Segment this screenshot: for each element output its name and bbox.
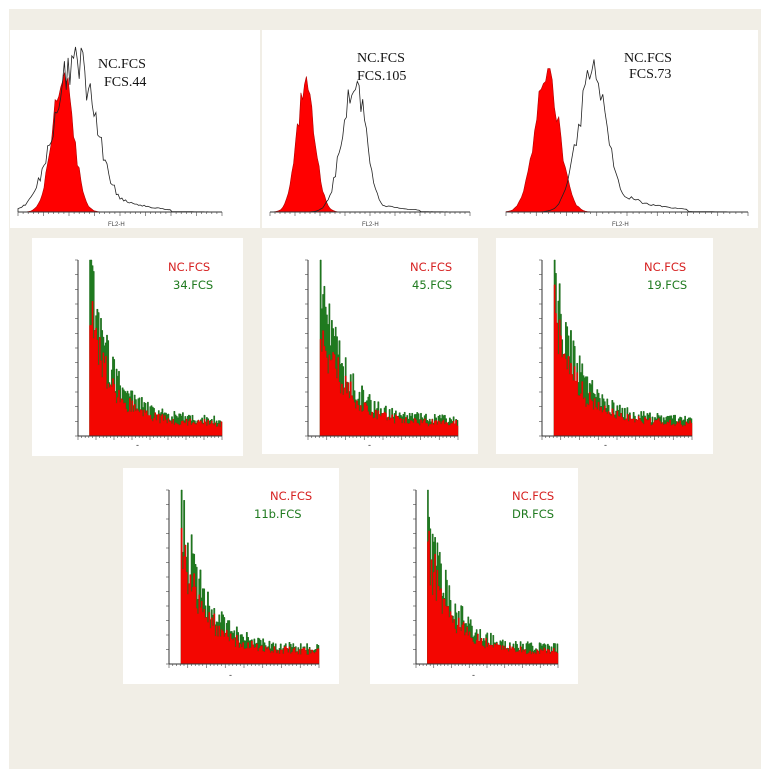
legend-control-label: NC.FCS [168, 260, 211, 274]
sample-histogram-area [319, 259, 459, 437]
histogram-panel-fcs105: NC.FCS FCS.105 FL2-H [262, 30, 502, 228]
histogram-panel-fcs73: NC.FCS FCS.73 FL2-H [502, 30, 758, 228]
legend-control-label: NC.FCS [357, 51, 405, 66]
x-axis-label: FL2-H [362, 222, 379, 228]
histogram-panel-45fcs: NC.FCS 45.FCS - [262, 238, 478, 454]
legend-sample-label: 45.FCS [412, 278, 453, 292]
histogram-plot [166, 489, 320, 668]
legend-control-label: NC.FCS [624, 51, 672, 66]
x-axis-label: FL2-H [612, 222, 629, 228]
x-axis-tick-dash: - [136, 440, 139, 450]
histogram-plot [17, 46, 223, 216]
control-histogram-area [18, 72, 222, 213]
histogram-plot [75, 259, 223, 440]
legend-control-label: NC.FCS [512, 489, 555, 503]
legend-sample-label: FCS.105 [357, 69, 407, 84]
legend-sample-label: FCS.73 [629, 67, 672, 82]
histogram-plot [305, 259, 459, 440]
legend-sample-label: FCS.44 [104, 75, 147, 90]
legend-control-label: NC.FCS [270, 489, 313, 503]
histogram-plot [413, 489, 559, 668]
legend-control-label: NC.FCS [644, 260, 687, 274]
x-axis-label: FL2-H [108, 222, 125, 228]
histogram-panel-drfcs: NC.FCS DR.FCS - [370, 468, 578, 684]
histogram-plot [539, 259, 693, 440]
control-histogram-area [319, 330, 459, 437]
histogram-panel-11bfcs: NC.FCS 11b.FCS - [123, 468, 339, 684]
control-histogram-area [553, 284, 693, 437]
legend-sample-label: 34.FCS [173, 278, 214, 292]
histogram-plot [269, 76, 471, 216]
histogram-plot [505, 59, 749, 216]
x-axis-tick-dash: - [604, 440, 607, 450]
legend-sample-label: 19.FCS [647, 278, 688, 292]
legend-sample-label: DR.FCS [512, 507, 555, 521]
control-histogram-area [505, 68, 748, 213]
legend-control-label: NC.FCS [410, 260, 453, 274]
control-histogram-area [180, 527, 320, 665]
control-histogram-area [89, 301, 223, 437]
histogram-panel-34fcs: NC.FCS 34.FCS - [32, 238, 243, 456]
x-axis-tick-dash: - [229, 670, 232, 680]
legend-sample-label: 11b.FCS [254, 507, 302, 521]
sample-histogram-area [89, 259, 223, 437]
x-axis-tick-dash: - [472, 670, 475, 680]
legend-control-label: NC.FCS [98, 57, 146, 72]
control-histogram-area [427, 530, 559, 665]
histogram-panel-fcs44: NC.FCS FCS.44 FL2-H [10, 30, 260, 228]
control-histogram-area [269, 76, 470, 213]
x-axis-tick-dash: - [368, 440, 371, 450]
histogram-panel-19fcs: NC.FCS 19.FCS - [496, 238, 713, 454]
